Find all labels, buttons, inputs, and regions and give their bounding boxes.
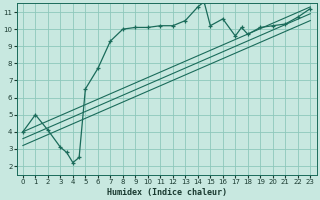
X-axis label: Humidex (Indice chaleur): Humidex (Indice chaleur) xyxy=(107,188,227,197)
